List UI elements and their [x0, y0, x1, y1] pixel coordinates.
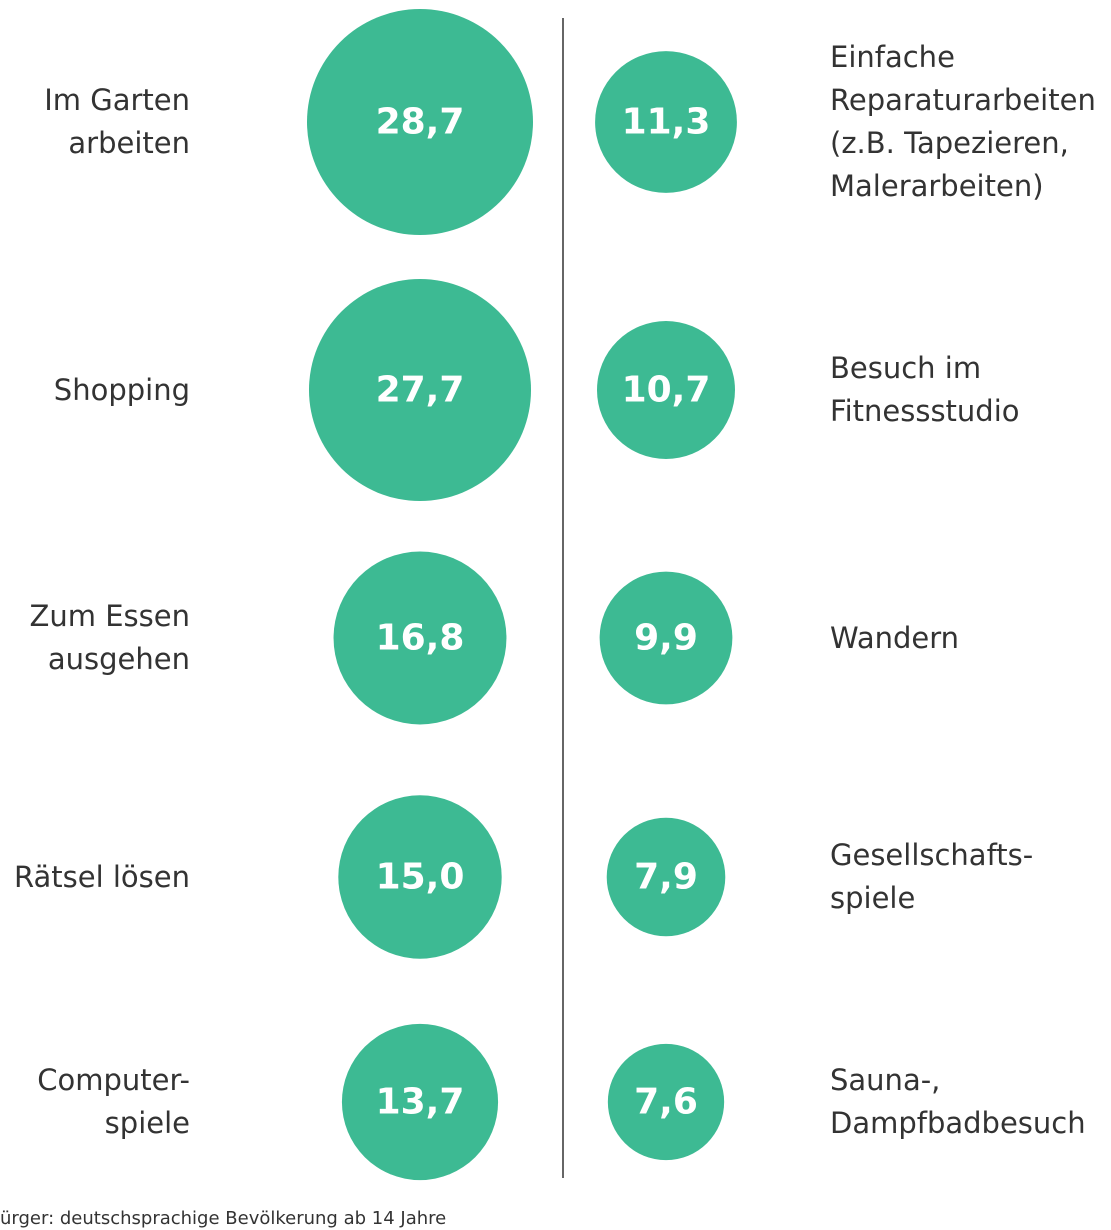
value-label: 16,8	[376, 618, 465, 659]
infographic: 28,7 27,7 16,8 15,0 13,7 11,3 10,7 9,9 7,9 7,6 ür…	[0, 0, 1111, 1230]
footnote: ürger: deutschsprachige Bevölkerung ab 1…	[0, 1208, 446, 1229]
category-label: Im Garten arbeiten	[0, 79, 190, 165]
value-label: 13,7	[376, 1082, 465, 1123]
category-label: Wandern	[830, 617, 1110, 660]
value-label: 10,7	[622, 370, 711, 411]
value-label: 15,0	[376, 857, 465, 898]
value-label: 11,3	[622, 102, 711, 143]
value-label: 7,9	[634, 857, 698, 898]
category-label: Besuch im Fitnessstudio	[830, 347, 1110, 433]
value-label: 27,7	[376, 370, 465, 411]
category-label: Gesellschafts- spiele	[830, 834, 1110, 920]
category-label: Rätsel lösen	[0, 856, 190, 899]
category-label: Computer- spiele	[0, 1059, 190, 1145]
category-label: Einfache Reparaturarbeiten (z.B. Tapezie…	[830, 36, 1110, 208]
value-label: 7,6	[634, 1082, 698, 1123]
value-label: 9,9	[634, 618, 698, 659]
category-label: Sauna-, Dampfbadbesuch	[830, 1059, 1110, 1145]
category-label: Zum Essen ausgehen	[0, 595, 190, 681]
value-label: 28,7	[376, 102, 465, 143]
category-label: Shopping	[0, 369, 190, 412]
